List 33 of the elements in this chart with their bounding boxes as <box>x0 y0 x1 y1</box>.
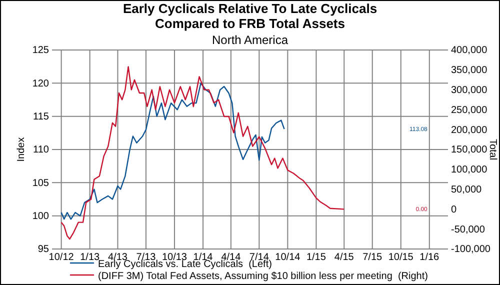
y2-tick-label: -100,000 <box>451 244 491 256</box>
chart-subtitle: North America <box>212 33 288 47</box>
x-tick-label: 1/16 <box>420 252 440 264</box>
x-tick-label: 1/15 <box>306 252 326 264</box>
y-tick-label: 115 <box>33 112 50 123</box>
x-tick-label: 7/15 <box>362 252 382 264</box>
y2-tick-label: 50,000 <box>451 184 482 196</box>
x-tick-label: 10/12 <box>48 252 74 264</box>
chart-title: Early Cyclicals Relative To Late Cyclicals Compared to FRB Total Assets <box>122 1 378 31</box>
x-tick-label: 10/14 <box>275 252 301 264</box>
y2-tick-label: 200,000 <box>451 124 488 136</box>
x-tick-label: 1/13 <box>80 252 100 264</box>
y2-tick-label: 0 <box>451 204 457 216</box>
x-tick-label: 4/15 <box>334 252 354 264</box>
y-tick-label: 120 <box>32 78 50 90</box>
y-tick-label: 105 <box>32 178 50 189</box>
y2-tick-label: 150,000 <box>451 144 488 156</box>
y2-tick-label: -50,000 <box>451 224 486 236</box>
y2-tick-label: 350,000 <box>451 65 488 76</box>
legend-label: (DIFF 3M) Total Fed Assets, Assuming $10 billion less per meeting (Right) <box>98 271 428 282</box>
y-tick-label: 125 <box>32 45 50 56</box>
line-series <box>60 66 345 240</box>
y2-axis-title: Total <box>487 138 498 160</box>
y2-tick-label: 250,000 <box>451 104 488 116</box>
y-tick-label: 100 <box>32 211 50 222</box>
y2-tick-label: 300,000 <box>451 85 488 96</box>
y2-tick-label: 400,000 <box>451 45 488 56</box>
x-tick-label: 10/15 <box>388 252 414 264</box>
y-tick-label: 95 <box>38 244 50 256</box>
line-series <box>60 82 285 220</box>
y-axis-title: Index <box>16 137 27 162</box>
y2-tick-label: 100,000 <box>451 164 488 176</box>
y-tick-label: 110 <box>33 144 50 156</box>
